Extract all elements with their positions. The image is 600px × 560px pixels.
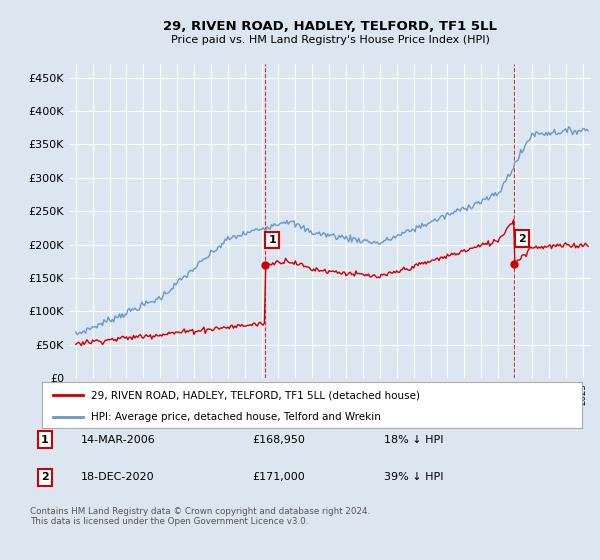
Text: 18-DEC-2020: 18-DEC-2020	[81, 472, 155, 482]
Text: 1: 1	[41, 435, 49, 445]
Text: 29, RIVEN ROAD, HADLEY, TELFORD, TF1 5LL: 29, RIVEN ROAD, HADLEY, TELFORD, TF1 5LL	[163, 20, 497, 32]
Text: Price paid vs. HM Land Registry's House Price Index (HPI): Price paid vs. HM Land Registry's House …	[170, 35, 490, 45]
Text: £171,000: £171,000	[252, 472, 305, 482]
Text: 29, RIVEN ROAD, HADLEY, TELFORD, TF1 5LL (detached house): 29, RIVEN ROAD, HADLEY, TELFORD, TF1 5LL…	[91, 390, 419, 400]
Text: 14-MAR-2006: 14-MAR-2006	[81, 435, 156, 445]
Text: 2: 2	[41, 472, 49, 482]
Text: 1: 1	[269, 235, 276, 245]
Text: 2: 2	[518, 234, 526, 244]
Text: Contains HM Land Registry data © Crown copyright and database right 2024.
This d: Contains HM Land Registry data © Crown c…	[30, 507, 370, 526]
Text: HPI: Average price, detached house, Telford and Wrekin: HPI: Average price, detached house, Telf…	[91, 412, 380, 422]
Text: 39% ↓ HPI: 39% ↓ HPI	[384, 472, 443, 482]
Text: 18% ↓ HPI: 18% ↓ HPI	[384, 435, 443, 445]
Text: £168,950: £168,950	[252, 435, 305, 445]
